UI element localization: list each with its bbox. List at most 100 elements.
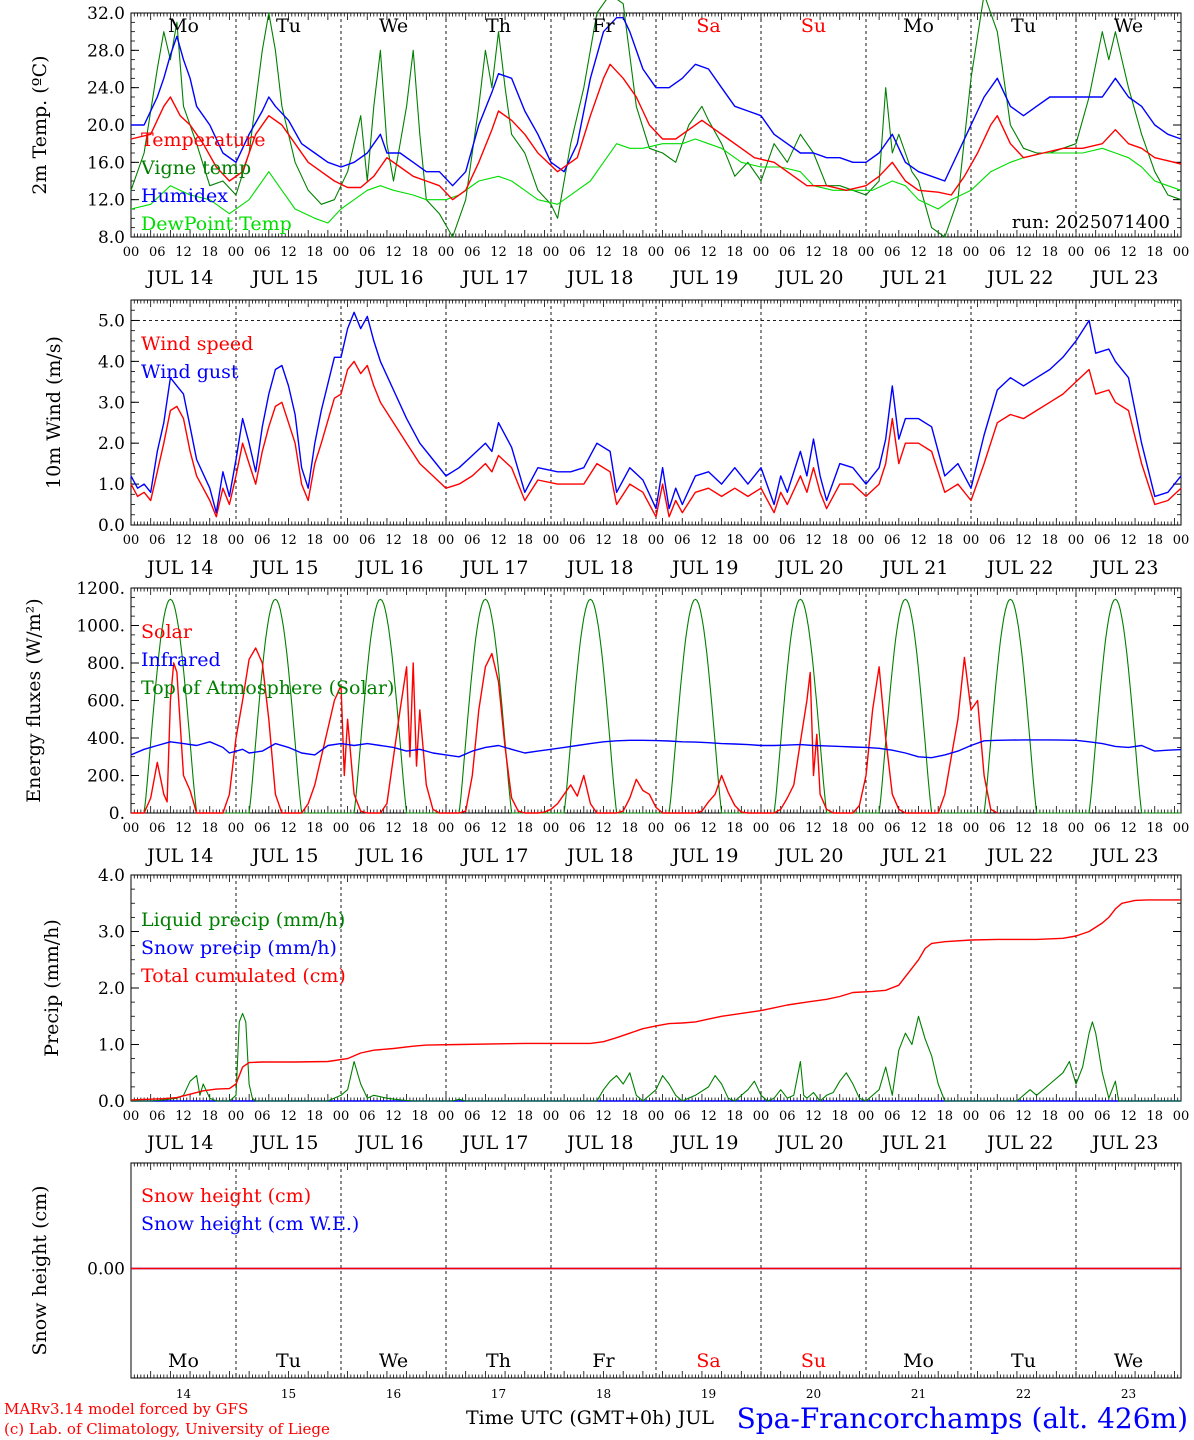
energy-date-label: JUL 22 xyxy=(985,845,1053,867)
temp-weekday-label: Fr xyxy=(592,15,615,37)
wind-series-wind-speed xyxy=(130,360,1182,518)
temp-hour-label: 06 xyxy=(674,245,691,260)
temp-hour-label: 18 xyxy=(621,245,638,260)
energy-hour-label: 18 xyxy=(831,821,848,836)
wind-hour-label: 06 xyxy=(254,533,271,548)
snow-day-number: 15 xyxy=(281,1387,296,1401)
energy-hour-label: 00 xyxy=(123,821,140,836)
precip-hour-label: 12 xyxy=(175,1109,192,1124)
temp-hour-label: 12 xyxy=(1120,245,1137,260)
temp-hour-label: 06 xyxy=(464,245,481,260)
energy-legend-infrared: Infrared xyxy=(141,649,221,671)
energy-ytick-label: 1000. xyxy=(76,617,125,637)
energy-date-label: JUL 23 xyxy=(1090,845,1158,867)
wind-hour-label: 06 xyxy=(1094,533,1111,548)
temp-series-humidex xyxy=(131,17,1182,187)
wind-hour-label: 12 xyxy=(805,533,822,548)
temp-series-vigne-temp xyxy=(130,0,1182,238)
precip-hour-label: 18 xyxy=(621,1109,638,1124)
wind-hour-label: 18 xyxy=(306,533,323,548)
wind-hour-label: 00 xyxy=(963,533,980,548)
wind-legend-wind-gust: Wind gust xyxy=(141,361,239,383)
energy-hour-label: 18 xyxy=(726,821,743,836)
precip-hour-label: 00 xyxy=(123,1109,140,1124)
snow-panel: 0.00 Snow height (cm) Snow height (cm) Snow… xyxy=(29,1162,1182,1401)
temp-legend-temperature: Temperature xyxy=(141,129,265,151)
energy-hour-label: 18 xyxy=(306,821,323,836)
precip-ytick-label: 0.0 xyxy=(98,1092,125,1112)
snow-day-number: 16 xyxy=(386,1387,401,1401)
temp-ytick-label: 16.0 xyxy=(87,153,125,173)
temp-ytick-label: 24.0 xyxy=(87,79,125,99)
energy-ytick-label: 600. xyxy=(87,692,125,712)
wind-date-label: JUL 18 xyxy=(565,557,633,579)
wind-hour-label: 06 xyxy=(569,533,586,548)
precip-hour-label: 18 xyxy=(831,1109,848,1124)
precip-hour-label: 00 xyxy=(543,1109,560,1124)
temp-hour-label: 00 xyxy=(228,245,245,260)
precip-hour-label: 18 xyxy=(936,1109,953,1124)
temp-hour-label: 12 xyxy=(385,245,402,260)
wind-date-label: JUL 21 xyxy=(880,557,948,579)
wind-hour-label: 18 xyxy=(1146,533,1163,548)
wind-date-label: JUL 14 xyxy=(145,557,213,579)
precip-hour-label: 12 xyxy=(700,1109,717,1124)
temp-hour-label: 00 xyxy=(963,245,980,260)
energy-hour-label: 06 xyxy=(464,821,481,836)
temp-hour-label: 06 xyxy=(1094,245,1111,260)
wind-hour-label: 12 xyxy=(1015,533,1032,548)
energy-hour-label: 00 xyxy=(963,821,980,836)
precip-date-label: JUL 19 xyxy=(670,1132,738,1154)
temp-date-label: JUL 20 xyxy=(775,267,843,289)
temp-date-label: JUL 17 xyxy=(460,267,528,289)
precip-hour-label: 00 xyxy=(333,1109,350,1124)
temp-hour-label: 12 xyxy=(175,245,192,260)
precip-legend-liquid-precip-mm-h: Liquid precip (mm/h) xyxy=(141,909,345,931)
station-name: Spa-Francorchamps (alt. 426m) xyxy=(737,1402,1188,1435)
snow-ytick-label: 0.00 xyxy=(87,1260,125,1280)
energy-ytick-label: 0. xyxy=(109,804,125,824)
precip-hour-label: 12 xyxy=(910,1109,927,1124)
precip-ytick-label: 4.0 xyxy=(98,866,125,886)
precip-date-label: JUL 17 xyxy=(460,1132,528,1154)
precip-hour-label: 12 xyxy=(1120,1109,1137,1124)
temp-hour-label: 18 xyxy=(201,245,218,260)
energy-series-infrared xyxy=(130,739,1182,759)
precip-legend-snow-precip-mm-h: Snow precip (mm/h) xyxy=(141,937,337,959)
wind-ytick-label: 4.0 xyxy=(98,352,125,372)
snow-day-number: 14 xyxy=(176,1387,192,1401)
precip-date-label: JUL 18 xyxy=(565,1132,633,1154)
snow-day-number: 20 xyxy=(806,1387,821,1401)
energy-hour-label: 12 xyxy=(175,821,192,836)
energy-ytick-label: 200. xyxy=(87,767,125,787)
temp-hour-label: 12 xyxy=(805,245,822,260)
precip-date-label: JUL 16 xyxy=(355,1132,423,1154)
snow-weekday-label: Tu xyxy=(1011,1350,1036,1372)
wind-hour-label: 06 xyxy=(149,533,166,548)
temp-hour-label: 18 xyxy=(936,245,953,260)
energy-date-label: JUL 18 xyxy=(565,845,633,867)
energy-hour-label: 06 xyxy=(1094,821,1111,836)
snow-weekday-label: Su xyxy=(801,1350,826,1372)
wind-panel: 0.0 1.0 2.0 3.0 4.0 5.0 10m Wind (m/s) Wind spe… xyxy=(43,299,1189,579)
wind-ytick-label: 3.0 xyxy=(98,393,125,413)
temp-hour-label: 06 xyxy=(149,245,166,260)
temp-hour-label: 00 xyxy=(1068,245,1085,260)
wind-hour-label: 06 xyxy=(359,533,376,548)
precip-ytick-label: 2.0 xyxy=(98,979,125,999)
temp-weekday-label: We xyxy=(1114,15,1143,37)
temp-hour-label: 12 xyxy=(490,245,507,260)
energy-hour-label: 12 xyxy=(280,821,297,836)
wind-hour-label: 18 xyxy=(936,533,953,548)
wind-date-label: JUL 17 xyxy=(460,557,528,579)
wind-hour-label: 12 xyxy=(280,533,297,548)
precip-hour-label: 18 xyxy=(1146,1109,1163,1124)
snow-day-number: 17 xyxy=(491,1387,506,1401)
temp-hour-label: 18 xyxy=(516,245,533,260)
temp-series-temperature xyxy=(130,63,1182,201)
precip-hour-label: 18 xyxy=(201,1109,218,1124)
temp-legend-dewpoint-temp: DewPoint Temp xyxy=(141,213,292,235)
energy-hour-label: 12 xyxy=(385,821,402,836)
temp-weekday-label: Tu xyxy=(1011,15,1036,37)
